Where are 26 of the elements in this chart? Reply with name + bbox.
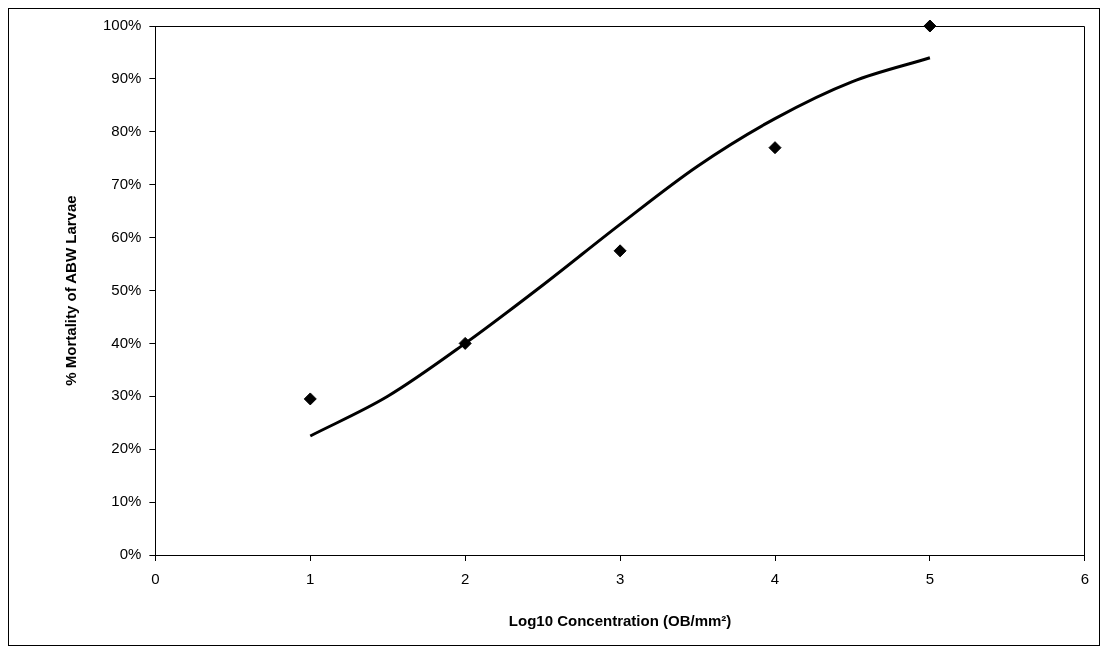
y-tick-label: 40%	[111, 333, 142, 351]
y-tick-label: 60%	[111, 227, 142, 245]
y-tick-label: 20%	[111, 439, 142, 457]
y-tick-label: 0%	[119, 545, 142, 563]
x-tick-label: 6	[1080, 570, 1089, 588]
x-tick-label: 0	[151, 570, 160, 588]
y-tick-label: 100%	[102, 16, 142, 34]
point	[923, 19, 937, 33]
y-tick-label: 90%	[111, 69, 142, 87]
point	[303, 392, 317, 406]
point	[613, 244, 627, 258]
x-tick-label: 4	[770, 570, 780, 588]
y-tick-label: 10%	[111, 492, 142, 510]
x-tick-label: 5	[925, 570, 935, 588]
x-axis-title: Log10 Concentration (OB/mm²)	[508, 612, 732, 630]
point	[768, 141, 782, 155]
x-tick-label: 1	[306, 570, 315, 588]
x-tick-label: 2	[461, 570, 470, 588]
y-tick-label: 50%	[111, 280, 142, 298]
y-tick-label: 70%	[111, 174, 142, 192]
point	[458, 336, 472, 350]
y-axis-title: % Mortality of ABW Larvae	[62, 195, 80, 386]
y-tick-label: 80%	[111, 121, 142, 139]
y-tick-label: 30%	[111, 386, 142, 404]
x-tick-label: 3	[615, 570, 625, 588]
line-series	[308, 56, 932, 438]
